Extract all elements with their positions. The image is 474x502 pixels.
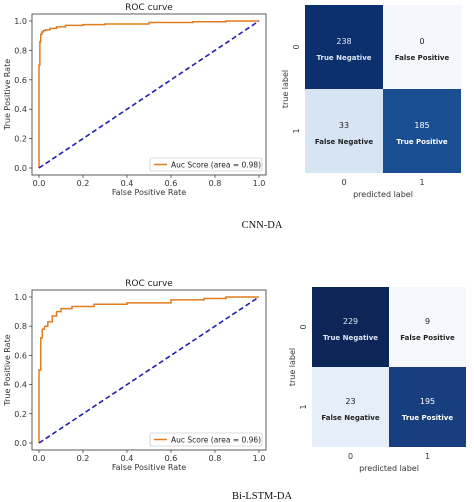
y-tick-label: 0.6 xyxy=(14,351,27,360)
x-tick-label: 0.2 xyxy=(77,179,90,188)
cell-label: True Negative xyxy=(323,334,378,342)
matrix-cell xyxy=(312,287,389,367)
y-tick-label: 0.2 xyxy=(14,410,27,419)
x-tick-label: 0.0 xyxy=(33,179,46,188)
y-tick-label: 0.2 xyxy=(14,135,27,144)
chance-line xyxy=(38,20,260,169)
x-tick-label: 0.6 xyxy=(165,179,178,188)
y-tick-label: 0.4 xyxy=(14,105,27,114)
cell-value: 238 xyxy=(336,37,351,46)
y-axis-label: true label xyxy=(281,70,290,108)
matrix-cell xyxy=(383,89,461,173)
row-tick-label: 1 xyxy=(299,404,308,409)
chart-title: ROC curve xyxy=(125,279,173,289)
x-tick-label: 1.0 xyxy=(253,454,266,463)
y-tick-label: 1.0 xyxy=(14,293,27,302)
legend-label: Auc Score (area = 0.98) xyxy=(171,160,261,169)
matrix-cell xyxy=(389,287,466,367)
roc-curve xyxy=(38,296,259,443)
cell-value: 0 xyxy=(419,37,424,46)
x-tick-label: 1.0 xyxy=(253,179,266,188)
cell-value: 195 xyxy=(420,397,435,406)
cell-label: False Negative xyxy=(315,138,373,146)
row-tick-label: 0 xyxy=(299,324,308,329)
confusion-matrix-bilstm: 229 True Negative 9 False Positive 23 False N… xyxy=(288,287,466,473)
matrix-cell xyxy=(312,367,389,447)
cell-label: False Positive xyxy=(395,54,450,62)
cell-value: 229 xyxy=(343,317,358,326)
col-tick-label: 1 xyxy=(425,452,430,461)
col-tick-label: 1 xyxy=(419,178,424,187)
y-tick-label: 0.4 xyxy=(14,381,27,390)
y-axis-label: True Positive Rate xyxy=(3,59,12,131)
cell-value: 9 xyxy=(425,317,430,326)
cell-label: False Positive xyxy=(400,334,455,342)
cell-label: True Positive xyxy=(396,138,447,146)
x-axis-label: False Positive Rate xyxy=(112,188,186,197)
legend: Auc Score (area = 0.98) xyxy=(149,157,263,172)
legend-label: Auc Score (area = 0.96) xyxy=(171,435,261,444)
y-tick-label: 0.8 xyxy=(14,46,27,55)
col-tick-label: 0 xyxy=(348,452,353,461)
cell-value: 23 xyxy=(345,397,355,406)
legend-box xyxy=(149,157,263,172)
roc-curve xyxy=(38,20,259,168)
x-tick-label: 0.2 xyxy=(77,454,90,463)
legend: Auc Score (area = 0.96) xyxy=(149,432,263,447)
x-tick-label: 0.4 xyxy=(121,179,134,188)
y-axis-label: True Positive Rate xyxy=(3,334,12,406)
x-axis-label: False Positive Rate xyxy=(112,463,186,472)
y-tick-label: 1.0 xyxy=(14,17,27,26)
roc-chart-cnn: ROC curve 0.0 0.2 0.4 0.6 0.8 1.0 0.0 0.2 0.4 0.6 0… xyxy=(3,3,267,197)
caption-cnn: CNN-DA xyxy=(242,220,283,231)
cell-value: 33 xyxy=(339,121,349,130)
confusion-matrix-cnn: 238 True Negative 0 False Positive 33 False N… xyxy=(281,5,461,199)
cell-label: False Negative xyxy=(321,414,379,422)
legend-box xyxy=(149,432,263,447)
x-tick-label: 0.0 xyxy=(33,454,46,463)
matrix-cell xyxy=(389,367,466,447)
x-tick-label: 0.8 xyxy=(209,454,222,463)
x-axis-label: predicted label xyxy=(359,464,419,473)
y-tick-label: 0.6 xyxy=(14,76,27,85)
y-tick-label: 0.0 xyxy=(14,439,27,448)
row-tick-label: 1 xyxy=(292,128,301,133)
caption-bilstm: Bi-LSTM-DA xyxy=(232,491,293,502)
chance-line xyxy=(38,296,260,444)
matrix-cell xyxy=(305,5,383,89)
y-axis-label: true label xyxy=(288,348,297,386)
roc-chart-bilstm: ROC curve 0.0 0.2 0.4 0.6 0.8 1.0 0.0 0.2 0.4 0.6 0… xyxy=(3,279,267,472)
x-tick-label: 0.4 xyxy=(121,454,134,463)
x-axis-label: predicted label xyxy=(353,190,413,199)
matrix-cell xyxy=(305,89,383,173)
cell-value: 185 xyxy=(414,121,429,130)
x-tick-label: 0.8 xyxy=(209,179,222,188)
y-tick-label: 0.8 xyxy=(14,322,27,331)
chart-title: ROC curve xyxy=(125,3,173,13)
row-tick-label: 0 xyxy=(292,44,301,49)
y-tick-label: 0.0 xyxy=(14,164,27,173)
cell-label: True Positive xyxy=(402,414,453,422)
x-tick-label: 0.6 xyxy=(165,454,178,463)
cell-label: True Negative xyxy=(316,54,371,62)
col-tick-label: 0 xyxy=(341,178,346,187)
matrix-cell xyxy=(383,5,461,89)
